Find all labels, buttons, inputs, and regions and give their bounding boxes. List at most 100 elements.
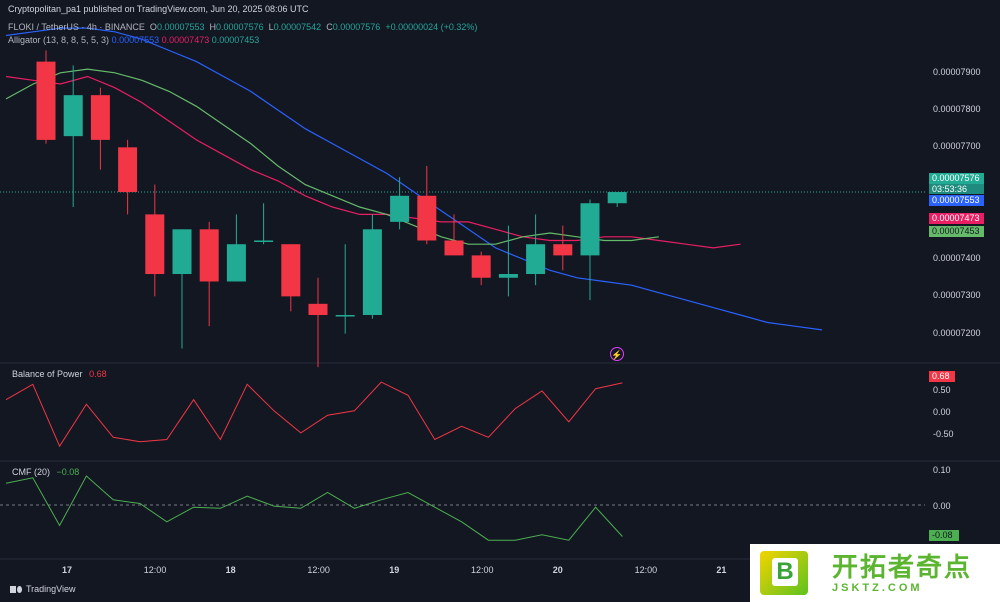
price-tick-label: 0.00007300: [933, 290, 981, 301]
time-tick-label: 12:00: [307, 565, 330, 575]
candle[interactable]: [118, 139, 138, 215]
candle-body: [335, 315, 355, 317]
time-tick-label: 12:00: [143, 565, 167, 575]
time-tick-label: 18: [225, 565, 236, 575]
candle[interactable]: [254, 203, 274, 245]
alligator-teeth-value: 0.00007473: [161, 35, 210, 45]
candle[interactable]: [417, 165, 437, 245]
candle[interactable]: [498, 225, 518, 297]
cmf-tick-label: 0.10: [933, 464, 951, 475]
candle[interactable]: [199, 221, 219, 327]
tradingview-icon: [10, 585, 22, 593]
cmf-value-tag: -0.08: [929, 530, 959, 541]
candle-body: [63, 95, 83, 137]
candle[interactable]: [226, 214, 246, 282]
candle-body: [281, 244, 301, 297]
tradingview-brand: TradingView: [26, 584, 76, 594]
time-tick-label: 21: [716, 565, 727, 575]
alligator-legend: Alligator (13, 8, 8, 5, 5, 3) 0.00007553…: [8, 35, 259, 45]
symbol-legend: FLOKI / TetherUS · 4h · BINANCE O0.00007…: [8, 22, 477, 32]
countdown-tag: 03:53:36: [929, 184, 984, 194]
candle[interactable]: [471, 251, 491, 286]
candle-body: [471, 255, 491, 278]
candle[interactable]: [90, 87, 110, 170]
candles: [36, 50, 627, 368]
watermark-cn: 开拓者奇点: [832, 552, 973, 582]
cmf-legend[interactable]: CMF (20) −0.08: [12, 467, 79, 477]
candle[interactable]: [444, 214, 464, 256]
bop-tick-label: 0.00: [933, 407, 951, 417]
candle-body: [390, 195, 410, 222]
bop-series-line: [5, 381, 623, 448]
candle[interactable]: [36, 50, 56, 144]
candle-body: [444, 240, 464, 256]
bop-value-tag: 0.68: [929, 371, 955, 382]
cmf-series-line: [5, 475, 623, 541]
candle-body: [580, 203, 600, 256]
jaw-price-tag: 0.00007553: [929, 195, 984, 206]
price-tick-label: 0.00007200: [933, 327, 981, 338]
alligator-label[interactable]: Alligator (13, 8, 8, 5, 5, 3): [8, 35, 110, 45]
cmf-tick-label: 0.00: [933, 501, 951, 512]
candle-body: [145, 214, 165, 275]
bop-tick-label: 0.50: [933, 384, 951, 395]
candle-body: [526, 244, 546, 275]
bop-title: Balance of Power: [12, 369, 83, 379]
price-tick-label: 0.00007800: [933, 104, 981, 115]
symbol-name[interactable]: FLOKI / TetherUS · 4h · BINANCE: [8, 22, 145, 32]
candle[interactable]: [362, 214, 382, 319]
candle-body: [607, 192, 627, 204]
candle-body: [417, 195, 437, 241]
low-label: L: [268, 22, 274, 32]
candle[interactable]: [308, 277, 328, 368]
watermark-badge: B: [772, 558, 798, 586]
time-tick-label: 12:00: [471, 565, 494, 575]
candle-body: [172, 229, 192, 275]
candle[interactable]: [145, 184, 165, 297]
candle[interactable]: [281, 244, 301, 312]
candle[interactable]: [526, 214, 546, 286]
candle[interactable]: [335, 244, 355, 334]
alligator-lips-line: [5, 68, 659, 245]
last-price-tag: 0.00007576: [929, 173, 984, 184]
candle[interactable]: [172, 229, 192, 349]
alligator-lips-value: 0.00007453: [211, 35, 260, 45]
candle[interactable]: [390, 177, 410, 230]
price-tick-label: 0.00007700: [933, 141, 981, 152]
watermark-en: JSKTZ.COM: [832, 582, 923, 594]
bop-legend-value: 0.68: [89, 369, 107, 379]
cmf-title: CMF (20): [12, 467, 50, 477]
candle-body: [498, 274, 518, 278]
time-tick-label: 20: [552, 565, 563, 575]
bop-tick-label: -0.50: [933, 429, 954, 440]
alligator-teeth-line: [5, 75, 741, 249]
candle-body: [90, 95, 110, 140]
bop-line: [5, 381, 623, 448]
high-value: 0.00007576: [216, 22, 264, 32]
open-label: O: [149, 22, 157, 32]
time-tick-label: 17: [62, 565, 73, 575]
candle-body: [308, 303, 328, 316]
tradingview-logo[interactable]: TradingView: [10, 584, 76, 594]
candle-body: [362, 229, 382, 316]
candle[interactable]: [580, 199, 600, 301]
cmf-line: [5, 475, 623, 541]
candle-body: [118, 147, 138, 193]
alligator-jaw-value: 0.00007553: [111, 35, 160, 45]
candle[interactable]: [553, 225, 573, 271]
high-label: H: [209, 22, 217, 32]
watermark: B 开拓者奇点 JSKTZ.COM: [750, 544, 1000, 602]
bop-legend[interactable]: Balance of Power 0.68: [12, 369, 107, 379]
cmf-legend-value: −0.08: [56, 467, 80, 477]
candle[interactable]: [63, 65, 83, 207]
lightning-icon[interactable]: ⚡: [610, 347, 624, 361]
time-tick-label: 19: [389, 565, 400, 575]
candle-body: [199, 229, 219, 282]
open-value: 0.00007553: [156, 22, 205, 32]
price-tick-label: 0.00007400: [933, 253, 981, 264]
lips-price-tag: 0.00007453: [929, 226, 984, 237]
candle[interactable]: [607, 192, 627, 207]
teeth-price-tag: 0.00007473: [929, 213, 984, 224]
alligator-lines: [5, 27, 823, 331]
